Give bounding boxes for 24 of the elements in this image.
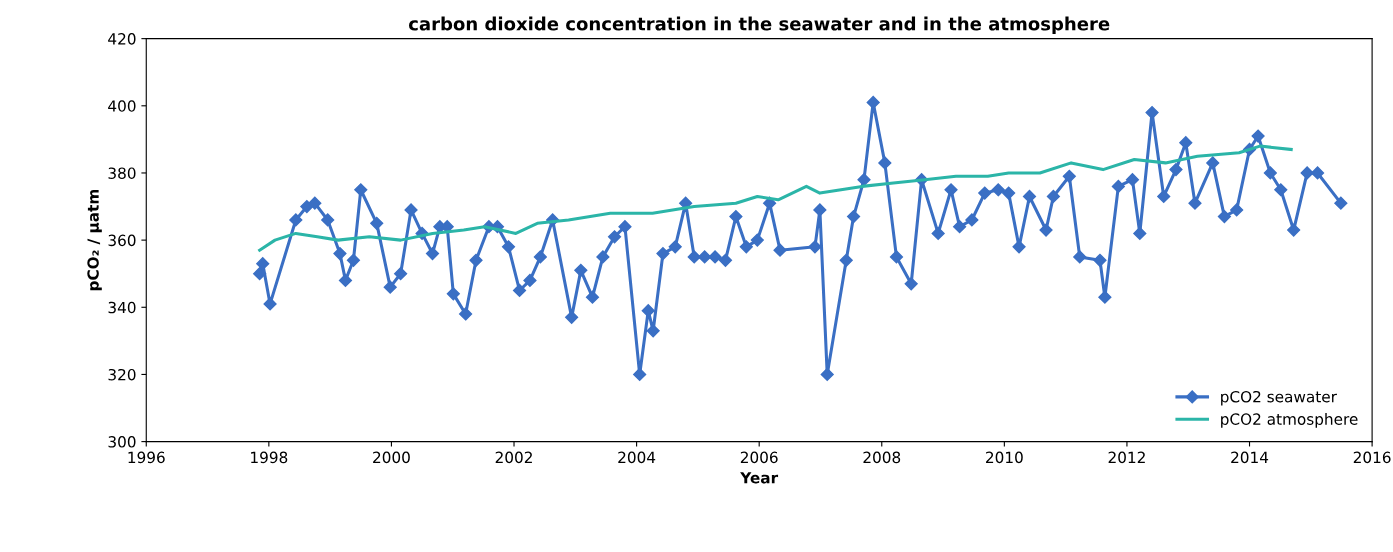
y-tick-label: 400 [108,100,136,112]
legend-label: pCO2 atmosphere [1221,413,1358,428]
x-tick-label: 2014 [1231,451,1269,464]
y-axis-title: pCO₂ / µatm [87,189,102,291]
legend-label: pCO2 seawater [1221,390,1337,406]
x-tick-label: 2000 [373,451,410,464]
x-tick-label: 2004 [618,451,656,464]
x-tick-label: 2006 [740,451,778,464]
x-tick-label: 2016 [1353,451,1391,464]
y-tick-label: 420 [108,33,136,45]
x-tick-label: 2002 [495,451,532,464]
x-tick-label: 2010 [986,451,1023,464]
y-tick-label: 360 [108,234,136,247]
chart-title: carbon dioxide concentration in the seawater and in the atmosphere [409,16,1110,35]
x-tick-label: 2012 [1108,451,1145,464]
y-tick-label: 300 [108,436,136,448]
y-tick-label: 320 [108,368,136,381]
line-series [258,144,1293,252]
x-tick-label: 2008 [863,451,901,464]
x-tick-label: 1998 [251,451,288,464]
x-tick-label: 1996 [128,451,165,464]
y-tick-label: 340 [108,301,136,314]
x-axis-title: Year [740,472,779,484]
y-tick-label: 380 [108,167,136,179]
